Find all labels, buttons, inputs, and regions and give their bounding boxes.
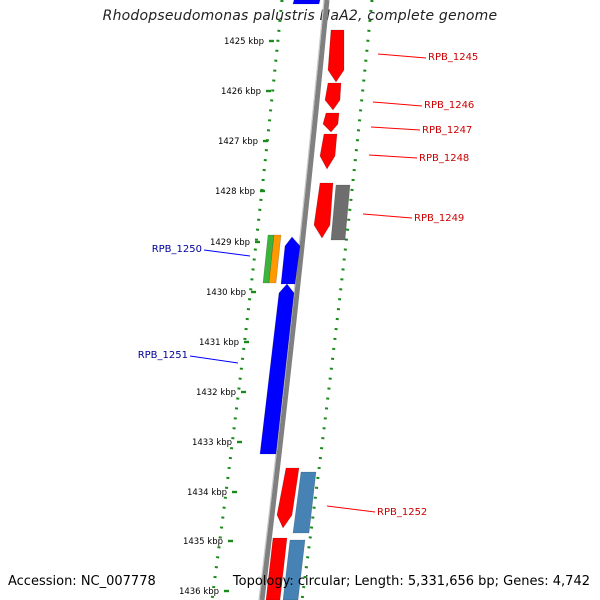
kbp-tick-label: 1427 kbp [218, 137, 258, 147]
gene-rna-blue[interactable] [292, 471, 317, 534]
kbp-tick-label: 1431 kbp [199, 338, 239, 348]
gene-label[interactable]: RPB_1245 [428, 52, 478, 63]
outer-dotted-arc [300, 0, 374, 600]
gene-label-leader [368, 154, 418, 159]
gene-label-leader [372, 101, 423, 107]
backbone-strand [259, 0, 330, 600]
gene-label-leader [203, 249, 251, 257]
gene-arrow-reverse[interactable] [280, 236, 301, 285]
gene-label[interactable]: RPB_1247 [422, 125, 472, 136]
gene-labels: RPB_1245 RPB_1246 RPB_1247 RPB_1248 RPB_1249… [138, 52, 479, 518]
gene-arrow-forward[interactable] [276, 467, 300, 529]
inner-dotted-arc [210, 0, 284, 600]
kbp-tick-label: 1426 kbp [221, 87, 261, 97]
gene-label-leader [377, 53, 427, 59]
gene-label[interactable]: RPB_1249 [414, 213, 464, 224]
kbp-tick-label: 1428 kbp [215, 187, 255, 197]
gene-arrow-forward[interactable] [324, 82, 342, 111]
gene-rna-blue[interactable] [282, 539, 306, 600]
gene-arrow-forward[interactable] [265, 537, 288, 600]
gene-label-leader [370, 126, 421, 131]
gene-features [259, 0, 351, 600]
gene-label[interactable]: RPB_1248 [419, 153, 469, 164]
kbp-ticks: 1425 kbp 1426 kbp 1427 kbp 1428 kbp 1429 kbp… [179, 37, 274, 597]
gene-label[interactable]: RPB_1252 [377, 507, 427, 518]
gene-label-leader [326, 505, 376, 513]
gene-arrow-forward[interactable] [313, 182, 334, 239]
gene-arrow-forward[interactable] [319, 133, 338, 170]
kbp-tick-label: 1430 kbp [206, 288, 246, 298]
backbone-highlight [258, 0, 325, 600]
gene-label[interactable]: RPB_1246 [424, 100, 474, 111]
gene-arrow-other[interactable] [330, 184, 351, 241]
kbp-tick-label: 1429 kbp [210, 238, 250, 248]
gene-arrow-reverse[interactable] [292, 0, 321, 5]
topology-text: Topology: circular; Length: 5,331,656 bp… [232, 574, 590, 589]
gene-label-leader [189, 355, 239, 364]
gene-label[interactable]: RPB_1251 [138, 350, 188, 361]
gene-arrow-forward[interactable] [327, 29, 345, 83]
gene-label[interactable]: RPB_1250 [152, 244, 202, 255]
genome-title: Rhodopseudomonas palustris HaA2, complet… [102, 8, 498, 24]
accession-text: Accession: NC_007778 [8, 574, 156, 589]
gene-label-leader [362, 213, 413, 219]
kbp-tick-label: 1436 kbp [179, 587, 219, 597]
kbp-tick-label: 1432 kbp [196, 388, 236, 398]
kbp-tick-label: 1434 kbp [187, 488, 227, 498]
kbp-tick-label: 1435 kbp [183, 537, 223, 547]
gene-arrow-reverse[interactable] [259, 283, 295, 455]
gene-arrow-forward[interactable] [322, 112, 340, 133]
kbp-tick-label: 1425 kbp [224, 37, 264, 47]
kbp-tick-label: 1433 kbp [192, 438, 232, 448]
gene-rna-orange[interactable] [268, 234, 282, 284]
